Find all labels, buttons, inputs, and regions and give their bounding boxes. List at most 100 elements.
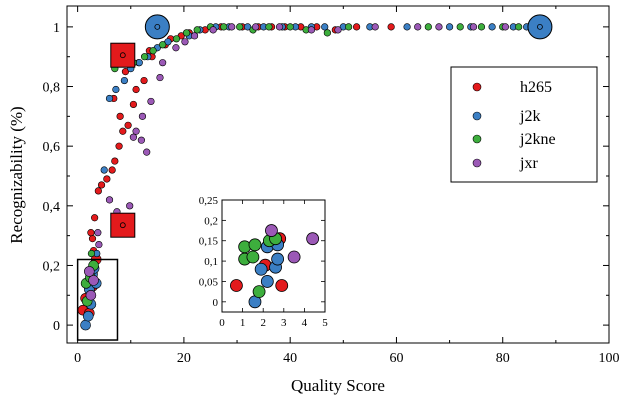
inset-point-h265: [275, 279, 289, 292]
data-point-jxr: [275, 23, 284, 31]
legend-label-jxr: jxr: [519, 155, 538, 172]
legend-label-j2k: j2k: [519, 108, 540, 125]
data-point-h265: [129, 100, 138, 109]
data-point-jxr: [181, 38, 189, 46]
data-point-jxr: [126, 202, 134, 210]
inset-y-tick-label: 0,2: [204, 215, 218, 227]
highlight-circle-j2k: [527, 14, 553, 40]
inset-point-j2kne: [238, 240, 252, 254]
data-point-j2k: [105, 94, 114, 103]
data-point-j2kne: [345, 23, 353, 31]
highlight-circle-j2k: [144, 14, 170, 40]
inset-y-tick-label: 0,25: [199, 195, 219, 207]
inset-y-tick-label: 0,1: [204, 256, 218, 268]
y-tick-label: 1: [53, 21, 60, 36]
data-point-h265: [119, 127, 127, 135]
legend-marker-jxr: [472, 158, 482, 168]
data-points: [77, 23, 544, 331]
data-point-j2k: [488, 23, 496, 31]
inset-point-jxr: [306, 232, 320, 246]
inset-x-tick-label: 5: [322, 317, 328, 329]
data-point-jxr: [147, 97, 155, 106]
inset-point-j2kne: [248, 238, 262, 252]
highlight-center-marker: [119, 222, 126, 229]
data-point-j2kne: [456, 23, 464, 31]
data-point-jxr: [129, 133, 138, 141]
inset-point-j2kne: [252, 285, 266, 299]
highlighted-points: [110, 14, 553, 238]
data-point-j2kne: [193, 26, 201, 34]
x-axis-label: Quality Score: [291, 376, 385, 395]
inset-x-tick-label: 4: [302, 317, 308, 329]
highlight-square-h265: [110, 212, 136, 238]
data-point-jxr: [132, 127, 140, 135]
x-tick-label: 20: [177, 351, 191, 366]
inset-point-jxr: [287, 250, 301, 264]
data-point-h265: [352, 23, 361, 31]
inset-x-tick-label: 0: [219, 317, 225, 329]
data-point-h265: [132, 85, 140, 94]
data-point-j2k: [403, 23, 411, 31]
data-point-j2k: [445, 23, 454, 31]
data-point-j2k: [321, 23, 329, 31]
data-point-j2kne: [515, 23, 523, 31]
data-point-jxr: [105, 196, 114, 204]
data-point-jxr: [159, 59, 167, 67]
zoom-region-box: [76, 258, 119, 341]
x-tick-label: 40: [283, 351, 297, 366]
data-point-jxr: [95, 240, 103, 249]
data-point-h265: [88, 235, 97, 243]
y-tick-label: 0,8: [43, 81, 61, 96]
data-point-jxr: [190, 32, 199, 40]
x-tick-label: 60: [389, 351, 403, 366]
legend-marker-j2kne: [472, 134, 482, 144]
data-point-j2kne: [220, 23, 228, 31]
inset-y-tick-label: 0: [213, 297, 219, 309]
data-point-h265: [115, 142, 123, 150]
inset-plot: 0 1 2 3 4 5 0 0,05 0,1 0,15 0,2 0,25: [199, 195, 329, 329]
data-point-j2k: [112, 85, 120, 94]
y-tick-label: 0,6: [43, 140, 61, 155]
data-point-jxr: [94, 229, 102, 237]
data-point-jxr: [137, 136, 145, 144]
data-point-h265: [124, 121, 132, 129]
inset-y-tick-label: 0,05: [199, 276, 219, 288]
legend: h265 j2k j2kne jxr: [450, 66, 598, 183]
data-point-j2kne: [172, 35, 181, 43]
inset-point-j2k: [260, 275, 274, 288]
data-point-j2kne: [140, 53, 149, 61]
data-point-jxr: [138, 112, 147, 120]
data-point-h265: [94, 187, 102, 195]
data-point-jxr: [469, 23, 478, 31]
data-point-jxr: [371, 23, 379, 31]
data-point-h265: [387, 23, 395, 31]
data-point-j2kne: [236, 23, 244, 31]
data-point-j2kne: [182, 29, 191, 37]
data-point-j2k: [82, 310, 94, 322]
data-point-j2kne: [323, 29, 331, 37]
inset-x-tick-label: 2: [260, 317, 266, 329]
data-point-j2kne: [286, 23, 294, 31]
inset-data-points: [230, 224, 320, 309]
x-tick-label: 100: [599, 351, 620, 366]
legend-label-j2kne: j2kne: [519, 131, 556, 148]
data-point-h265: [87, 229, 95, 237]
y-axis-label: Recognizability (%): [7, 106, 26, 243]
data-point-h265: [111, 157, 119, 165]
data-point-jxr: [84, 266, 95, 277]
x-tick-label: 0: [74, 351, 81, 366]
data-point-j2k: [100, 166, 108, 174]
highlight-center-marker: [119, 52, 126, 59]
inset-point-jxr: [265, 224, 278, 237]
data-point-j2kne: [149, 47, 157, 55]
data-point-jxr: [501, 23, 509, 31]
x-tick-label: 80: [496, 351, 510, 366]
data-point-jxr: [172, 44, 180, 52]
data-point-j2kne: [477, 23, 486, 31]
inset-point-j2k: [271, 252, 285, 266]
data-point-jxr: [88, 275, 99, 286]
data-point-jxr: [252, 23, 260, 31]
highlight-center-marker: [154, 23, 161, 30]
